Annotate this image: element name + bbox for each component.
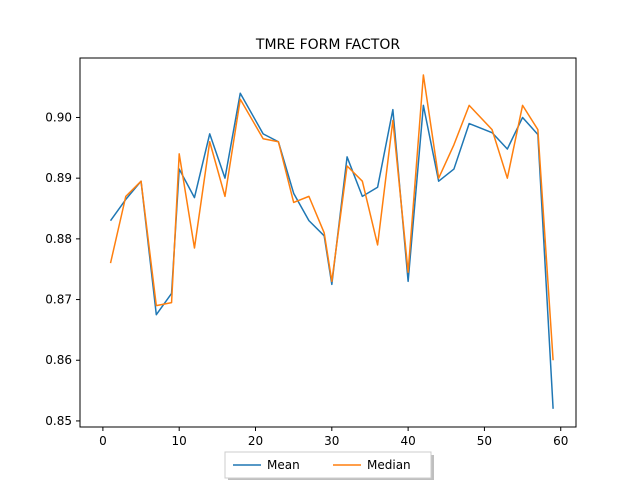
legend-label-median: Median [367,458,411,472]
y-tick-label: 0.86 [45,353,72,367]
axes-frame [79,57,577,428]
plot-area [109,74,554,409]
x-tick-label: 10 [172,434,187,448]
x-tick-label: 60 [553,434,568,448]
x-tick-label: 0 [99,434,107,448]
axes: 0 10 20 30 40 50 60 0.85 0.86 0.87 0.88 0.89 0.90 [45,57,577,448]
x-tick-label: 40 [400,434,415,448]
x-tick-label: 50 [477,434,492,448]
chart-title: TMRE FORM FACTOR [255,37,400,53]
y-tick-label: 0.85 [45,414,72,428]
y-tick-label: 0.89 [45,171,72,185]
legend-label-mean: Mean [267,458,300,472]
y-tick-label: 0.90 [45,110,72,124]
x-tick-label: 20 [248,434,263,448]
legend: Mean Median [224,451,434,480]
x-tick-label: 30 [324,434,339,448]
y-tick-label: 0.87 [45,293,72,307]
series-line-median [109,74,554,361]
y-tick-label: 0.88 [45,232,72,246]
